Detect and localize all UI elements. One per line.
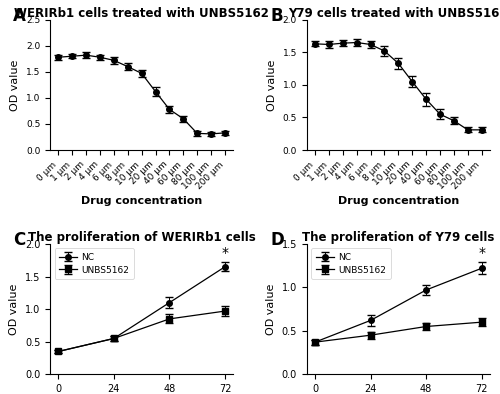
- Y-axis label: OD value: OD value: [10, 283, 20, 335]
- Y-axis label: OD value: OD value: [267, 59, 277, 111]
- Text: D: D: [270, 231, 284, 249]
- Text: C: C: [14, 231, 26, 249]
- Text: B: B: [270, 7, 282, 25]
- X-axis label: Drug concentration: Drug concentration: [338, 196, 459, 206]
- Legend: NC, UNBS5162: NC, UNBS5162: [311, 249, 390, 279]
- Y-axis label: OD value: OD value: [10, 59, 20, 111]
- Text: *: *: [478, 245, 485, 260]
- Title: The proliferation of WERIRb1 cells: The proliferation of WERIRb1 cells: [28, 231, 256, 244]
- Title: Y79 cells treated with UNBS5162: Y79 cells treated with UNBS5162: [288, 7, 500, 20]
- Title: WERIRb1 cells treated with UNBS5162: WERIRb1 cells treated with UNBS5162: [14, 7, 269, 20]
- Text: *: *: [222, 245, 228, 260]
- Text: A: A: [14, 7, 26, 25]
- Legend: NC, UNBS5162: NC, UNBS5162: [54, 249, 134, 279]
- X-axis label: Drug concentration: Drug concentration: [81, 196, 202, 206]
- Y-axis label: OD value: OD value: [266, 283, 276, 335]
- Title: The proliferation of Y79 cells: The proliferation of Y79 cells: [302, 231, 494, 244]
